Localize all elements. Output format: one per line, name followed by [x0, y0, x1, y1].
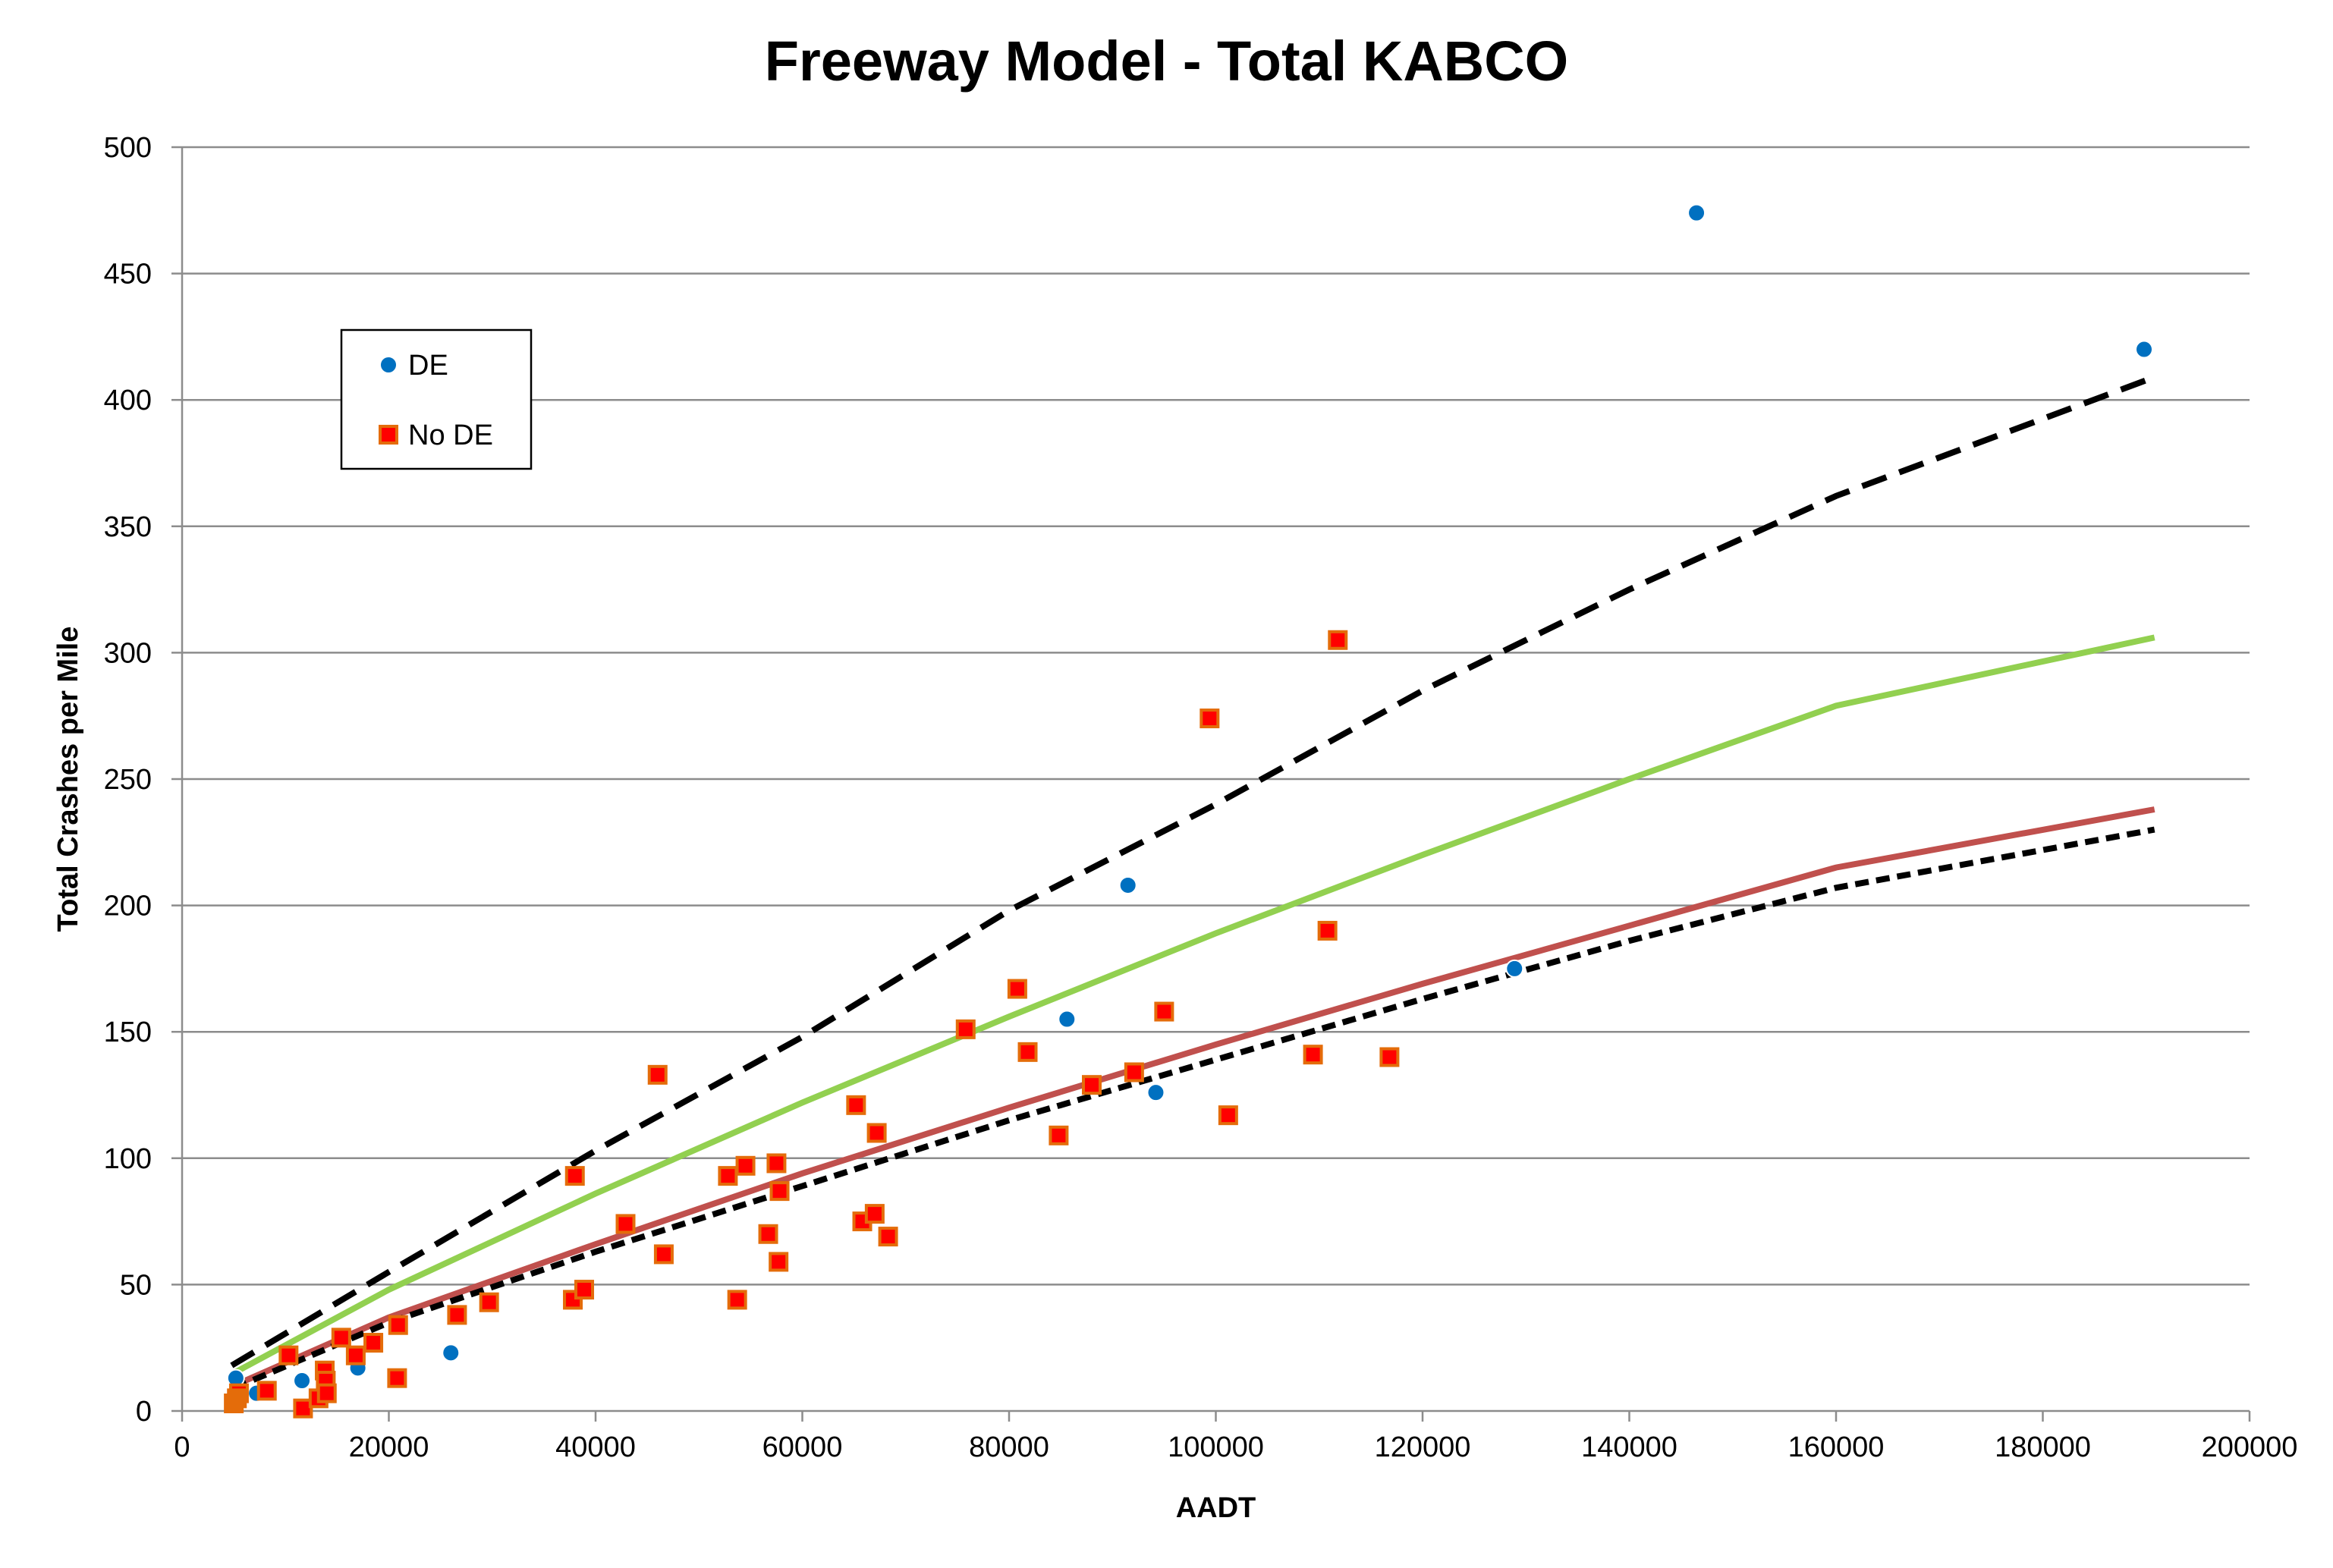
data-point-de-4 [442, 1343, 461, 1362]
data-point-s1-44 [1328, 630, 1348, 650]
data-point-s1-41 [1218, 1105, 1238, 1126]
data-point-s1-11 [387, 1368, 407, 1388]
data-point-s1-2 [278, 1345, 299, 1365]
x-tick-label-0: 0 [174, 1431, 190, 1463]
data-point-s1-12 [388, 1315, 408, 1335]
y-axis-title: Total Crashes per Mile [52, 627, 84, 932]
trend-lines [230, 374, 2156, 1391]
data-point-s1-19 [647, 1064, 668, 1085]
legend-label-de: DE [408, 350, 448, 382]
legend-label-no-de: No DE [408, 419, 493, 451]
data-point-s1-20 [653, 1244, 674, 1265]
data-point-s1-1 [256, 1381, 277, 1401]
legend-box [340, 328, 533, 470]
trend-line-6 [232, 826, 2155, 1391]
data-points [224, 203, 2154, 1419]
data-point-s1-3 [293, 1398, 313, 1419]
data-point-s1-43 [1317, 920, 1338, 941]
data-point-s1-37 [1082, 1075, 1102, 1095]
legend: DE No DE [340, 328, 533, 470]
y-tick-label-2: 100 [104, 1143, 152, 1175]
y-tick-label-0: 0 [136, 1396, 152, 1428]
data-point-s1-45 [1379, 1047, 1400, 1067]
data-point-s1-40 [1200, 709, 1220, 729]
data-point-s1-38 [1124, 1062, 1144, 1083]
tick-labels: 0 20000 40000 60000 80000 100000 120000 140000 1… [104, 132, 2298, 1463]
data-point-de-8 [1505, 959, 1524, 978]
data-point-s1-42 [1303, 1045, 1323, 1065]
trend-line-5 [230, 374, 2156, 1368]
y-tick-label-3: 150 [104, 1017, 152, 1048]
data-point-s1-16 [564, 1166, 585, 1186]
x-tick-label-7: 140000 [1581, 1431, 1677, 1463]
data-point-s1-27 [769, 1181, 790, 1202]
axes [171, 146, 2251, 1422]
data-point-s1-7 [316, 1383, 337, 1403]
data-point-s1-25 [766, 1153, 787, 1174]
data-point-s1-24 [758, 1224, 778, 1244]
legend-marker-de [379, 356, 398, 374]
data-point-de-6 [1118, 875, 1137, 894]
x-tick-label-10: 200000 [2202, 1431, 2298, 1463]
y-tick-label-6: 300 [104, 637, 152, 669]
data-point-s1-13 [447, 1305, 467, 1325]
data-point-s1-22 [727, 1290, 747, 1310]
data-point-s1-34 [1007, 979, 1027, 999]
data-point-s1-18 [615, 1214, 636, 1234]
data-point-s1-35 [1017, 1042, 1038, 1062]
data-point-de-7 [1146, 1083, 1165, 1102]
trend-line-3 [232, 634, 2155, 1376]
y-tick-label-8: 400 [104, 385, 152, 416]
data-point-de-9 [1687, 203, 1706, 222]
data-point-s1-28 [846, 1095, 866, 1115]
trend-line-4 [232, 806, 2155, 1389]
data-point-s1-14 [479, 1292, 499, 1312]
data-point-s1-9 [345, 1345, 366, 1365]
data-point-s1-21 [718, 1166, 738, 1186]
x-tick-label-8: 160000 [1788, 1431, 1885, 1463]
y-tick-label-1: 50 [120, 1269, 152, 1301]
x-tick-label-9: 180000 [1995, 1431, 2091, 1463]
y-tick-label-7: 350 [104, 511, 152, 543]
data-point-s1-33 [955, 1019, 976, 1039]
x-tick-label-4: 80000 [969, 1431, 1049, 1463]
x-tick-label-2: 40000 [555, 1431, 636, 1463]
data-point-de-5 [1058, 1010, 1077, 1029]
data-point-de-2 [293, 1372, 312, 1390]
data-point-s1-8 [331, 1328, 351, 1348]
y-tick-label-9: 450 [104, 259, 152, 291]
y-tick-label-10: 500 [104, 132, 152, 164]
data-point-s1-26 [769, 1252, 789, 1272]
x-tick-label-3: 60000 [762, 1431, 843, 1463]
data-point-s1-39 [1154, 1001, 1174, 1022]
chart-title: Freeway Model - Total KABCO [764, 30, 1569, 93]
y-tick-label-5: 250 [104, 764, 152, 796]
data-point-s1-36 [1049, 1125, 1069, 1145]
x-axis-title: AADT [1176, 1492, 1256, 1524]
y-tick-label-4: 200 [104, 891, 152, 922]
data-point-s1-10 [363, 1333, 384, 1353]
data-point-s1-17 [574, 1280, 595, 1300]
data-point-s1-31 [866, 1123, 887, 1143]
legend-marker-no-de [379, 425, 398, 445]
data-point-s1-32 [878, 1227, 898, 1247]
data-point-s1-30 [864, 1204, 885, 1224]
x-tick-label-5: 100000 [1168, 1431, 1264, 1463]
data-point-s2-1 [227, 1388, 247, 1409]
x-tick-label-6: 120000 [1375, 1431, 1471, 1463]
data-point-s1-23 [735, 1155, 756, 1176]
data-point-de-10 [2135, 340, 2154, 359]
x-tick-label-1: 20000 [349, 1431, 429, 1463]
